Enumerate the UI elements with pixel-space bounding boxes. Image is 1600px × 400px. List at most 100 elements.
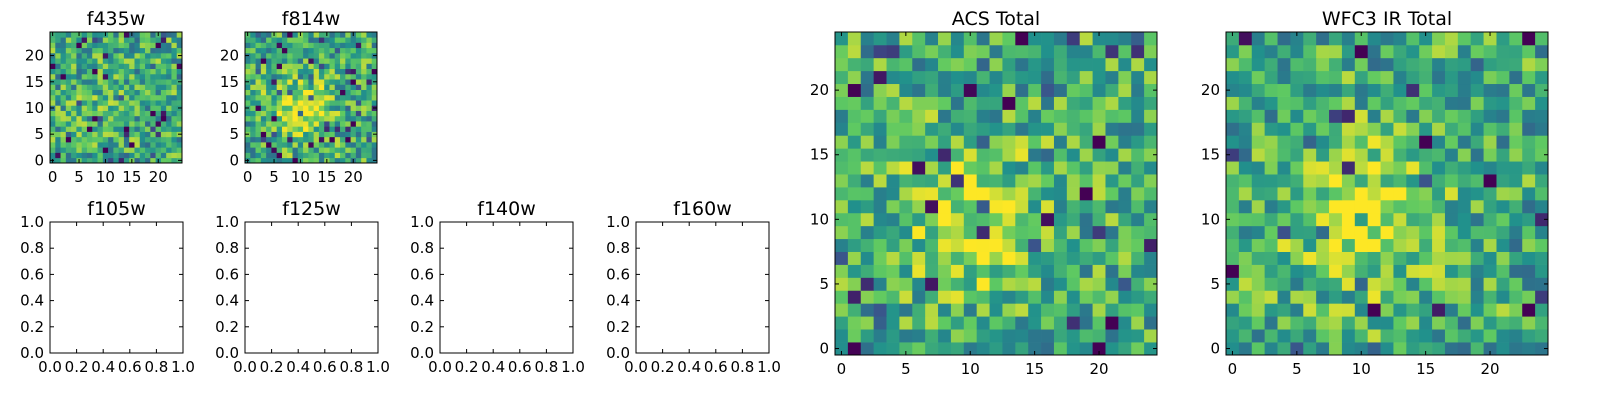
heatmap-cell: [1457, 329, 1472, 343]
heatmap-cell: [873, 161, 887, 175]
heatmap-cell: [134, 52, 141, 59]
heatmap-cell: [950, 329, 965, 343]
axes-frame: [1225, 31, 1549, 356]
heatmap-cell: [271, 147, 278, 153]
heatmap-cell: [963, 277, 978, 291]
heatmap-cell: [950, 70, 965, 85]
heatmap-cell: [318, 142, 325, 148]
heatmap-cell: [60, 115, 67, 122]
heatmap-cell: [899, 161, 913, 175]
heatmap-cell: [250, 47, 256, 54]
heatmap-cell: [1092, 96, 1106, 110]
heatmap-cell: [1457, 303, 1472, 317]
heatmap-cell: [350, 147, 357, 153]
heatmap-cell: [1290, 277, 1304, 291]
heatmap-cell: [1131, 57, 1145, 72]
heatmap-cell: [308, 115, 314, 122]
heatmap-cell: [118, 47, 125, 54]
heatmap-cell: [1079, 303, 1093, 317]
heatmap-cell: [1131, 225, 1145, 240]
heatmap-cell: [340, 68, 346, 75]
heatmap-cell: [1444, 212, 1459, 227]
heatmap-cell: [989, 161, 1003, 175]
heatmap-cell: [873, 238, 887, 252]
heatmap-cell: [255, 89, 262, 96]
heatmap-cell: [155, 115, 162, 122]
heatmap-cell: [366, 79, 373, 85]
heatmap-cell: [1457, 135, 1472, 149]
heatmap-cell: [150, 47, 156, 54]
heatmap-cell: [1354, 122, 1369, 136]
heatmap-cell: [260, 63, 267, 70]
heatmap-cell: [1354, 70, 1369, 85]
heatmap-cell: [108, 32, 114, 38]
heatmap-cell: [245, 121, 251, 127]
heatmap-cell: [976, 264, 990, 278]
heatmap-cell: [171, 115, 178, 122]
heatmap-cell: [155, 52, 162, 59]
heatmap-cell: [166, 136, 172, 143]
heatmap-cell: [76, 47, 83, 54]
heatmap-cell: [1406, 238, 1420, 252]
heatmap-cell: [1105, 290, 1119, 304]
heatmap-cell: [97, 157, 104, 164]
heatmap-cell: [281, 136, 288, 143]
heatmap-cell: [176, 147, 183, 153]
heatmap-cell: [912, 329, 926, 343]
heatmap-cell: [81, 52, 88, 59]
heatmap-cell: [1041, 212, 1055, 227]
heatmap-cell: [873, 32, 887, 46]
heatmap-cell: [1066, 109, 1081, 123]
heatmap-cell: [1496, 122, 1510, 136]
heatmap-cell: [371, 37, 378, 43]
heatmap-cell: [245, 147, 251, 153]
heatmap-cell: [361, 105, 367, 111]
heatmap-cell: [118, 32, 125, 38]
heatmap-cell: [308, 52, 314, 59]
heatmap-cell: [334, 58, 341, 64]
heatmap-cell: [113, 47, 119, 54]
heatmap-cell: [329, 32, 336, 38]
heatmap-cell: [1144, 148, 1158, 162]
heatmap-cell: [1509, 225, 1523, 240]
heatmap-cell: [873, 70, 887, 85]
heatmap-cell: [860, 303, 874, 317]
heatmap-cell: [334, 84, 341, 90]
heatmap-cell: [81, 47, 88, 54]
heatmap-cell: [1419, 70, 1433, 85]
heatmap-cell: [166, 100, 172, 106]
heatmap-cell: [1341, 290, 1356, 304]
heatmap-cell: [260, 79, 267, 85]
heatmap-cell: [1226, 199, 1240, 214]
heatmap-cell: [350, 89, 357, 96]
heatmap-cell: [60, 37, 67, 43]
heatmap-cell: [1002, 32, 1016, 46]
heatmap-cell: [160, 131, 167, 138]
heatmap-cell: [271, 136, 278, 143]
x-tick-label: 0.8: [339, 358, 363, 376]
heatmap-cell: [155, 100, 162, 106]
heatmap-cell: [886, 174, 900, 188]
heatmap-cell: [1092, 70, 1106, 85]
y-tick-label: 0.2: [215, 318, 239, 336]
heatmap-cell: [118, 152, 125, 159]
heatmap-cell: [150, 152, 156, 159]
heatmap-cell: [171, 126, 178, 132]
heatmap-cell: [176, 126, 183, 132]
heatmap-cell: [355, 73, 362, 80]
heatmap-cell: [76, 58, 83, 64]
heatmap-cell: [334, 115, 341, 122]
heatmap-cell: [313, 84, 320, 90]
heatmap-cell: [835, 342, 849, 356]
heatmap-cell: [1303, 329, 1317, 343]
heatmap-cell: [245, 73, 251, 80]
heatmap-cell: [324, 47, 330, 54]
heatmap-cell: [245, 136, 251, 143]
heatmap-cell: [873, 109, 887, 123]
heatmap-cell: [925, 57, 939, 72]
heatmap-cell: [1144, 199, 1158, 214]
heatmap-cell: [1380, 212, 1394, 227]
heatmap-cell: [950, 290, 965, 304]
heatmap-cell: [1226, 135, 1240, 149]
heatmap-cell: [292, 121, 299, 127]
